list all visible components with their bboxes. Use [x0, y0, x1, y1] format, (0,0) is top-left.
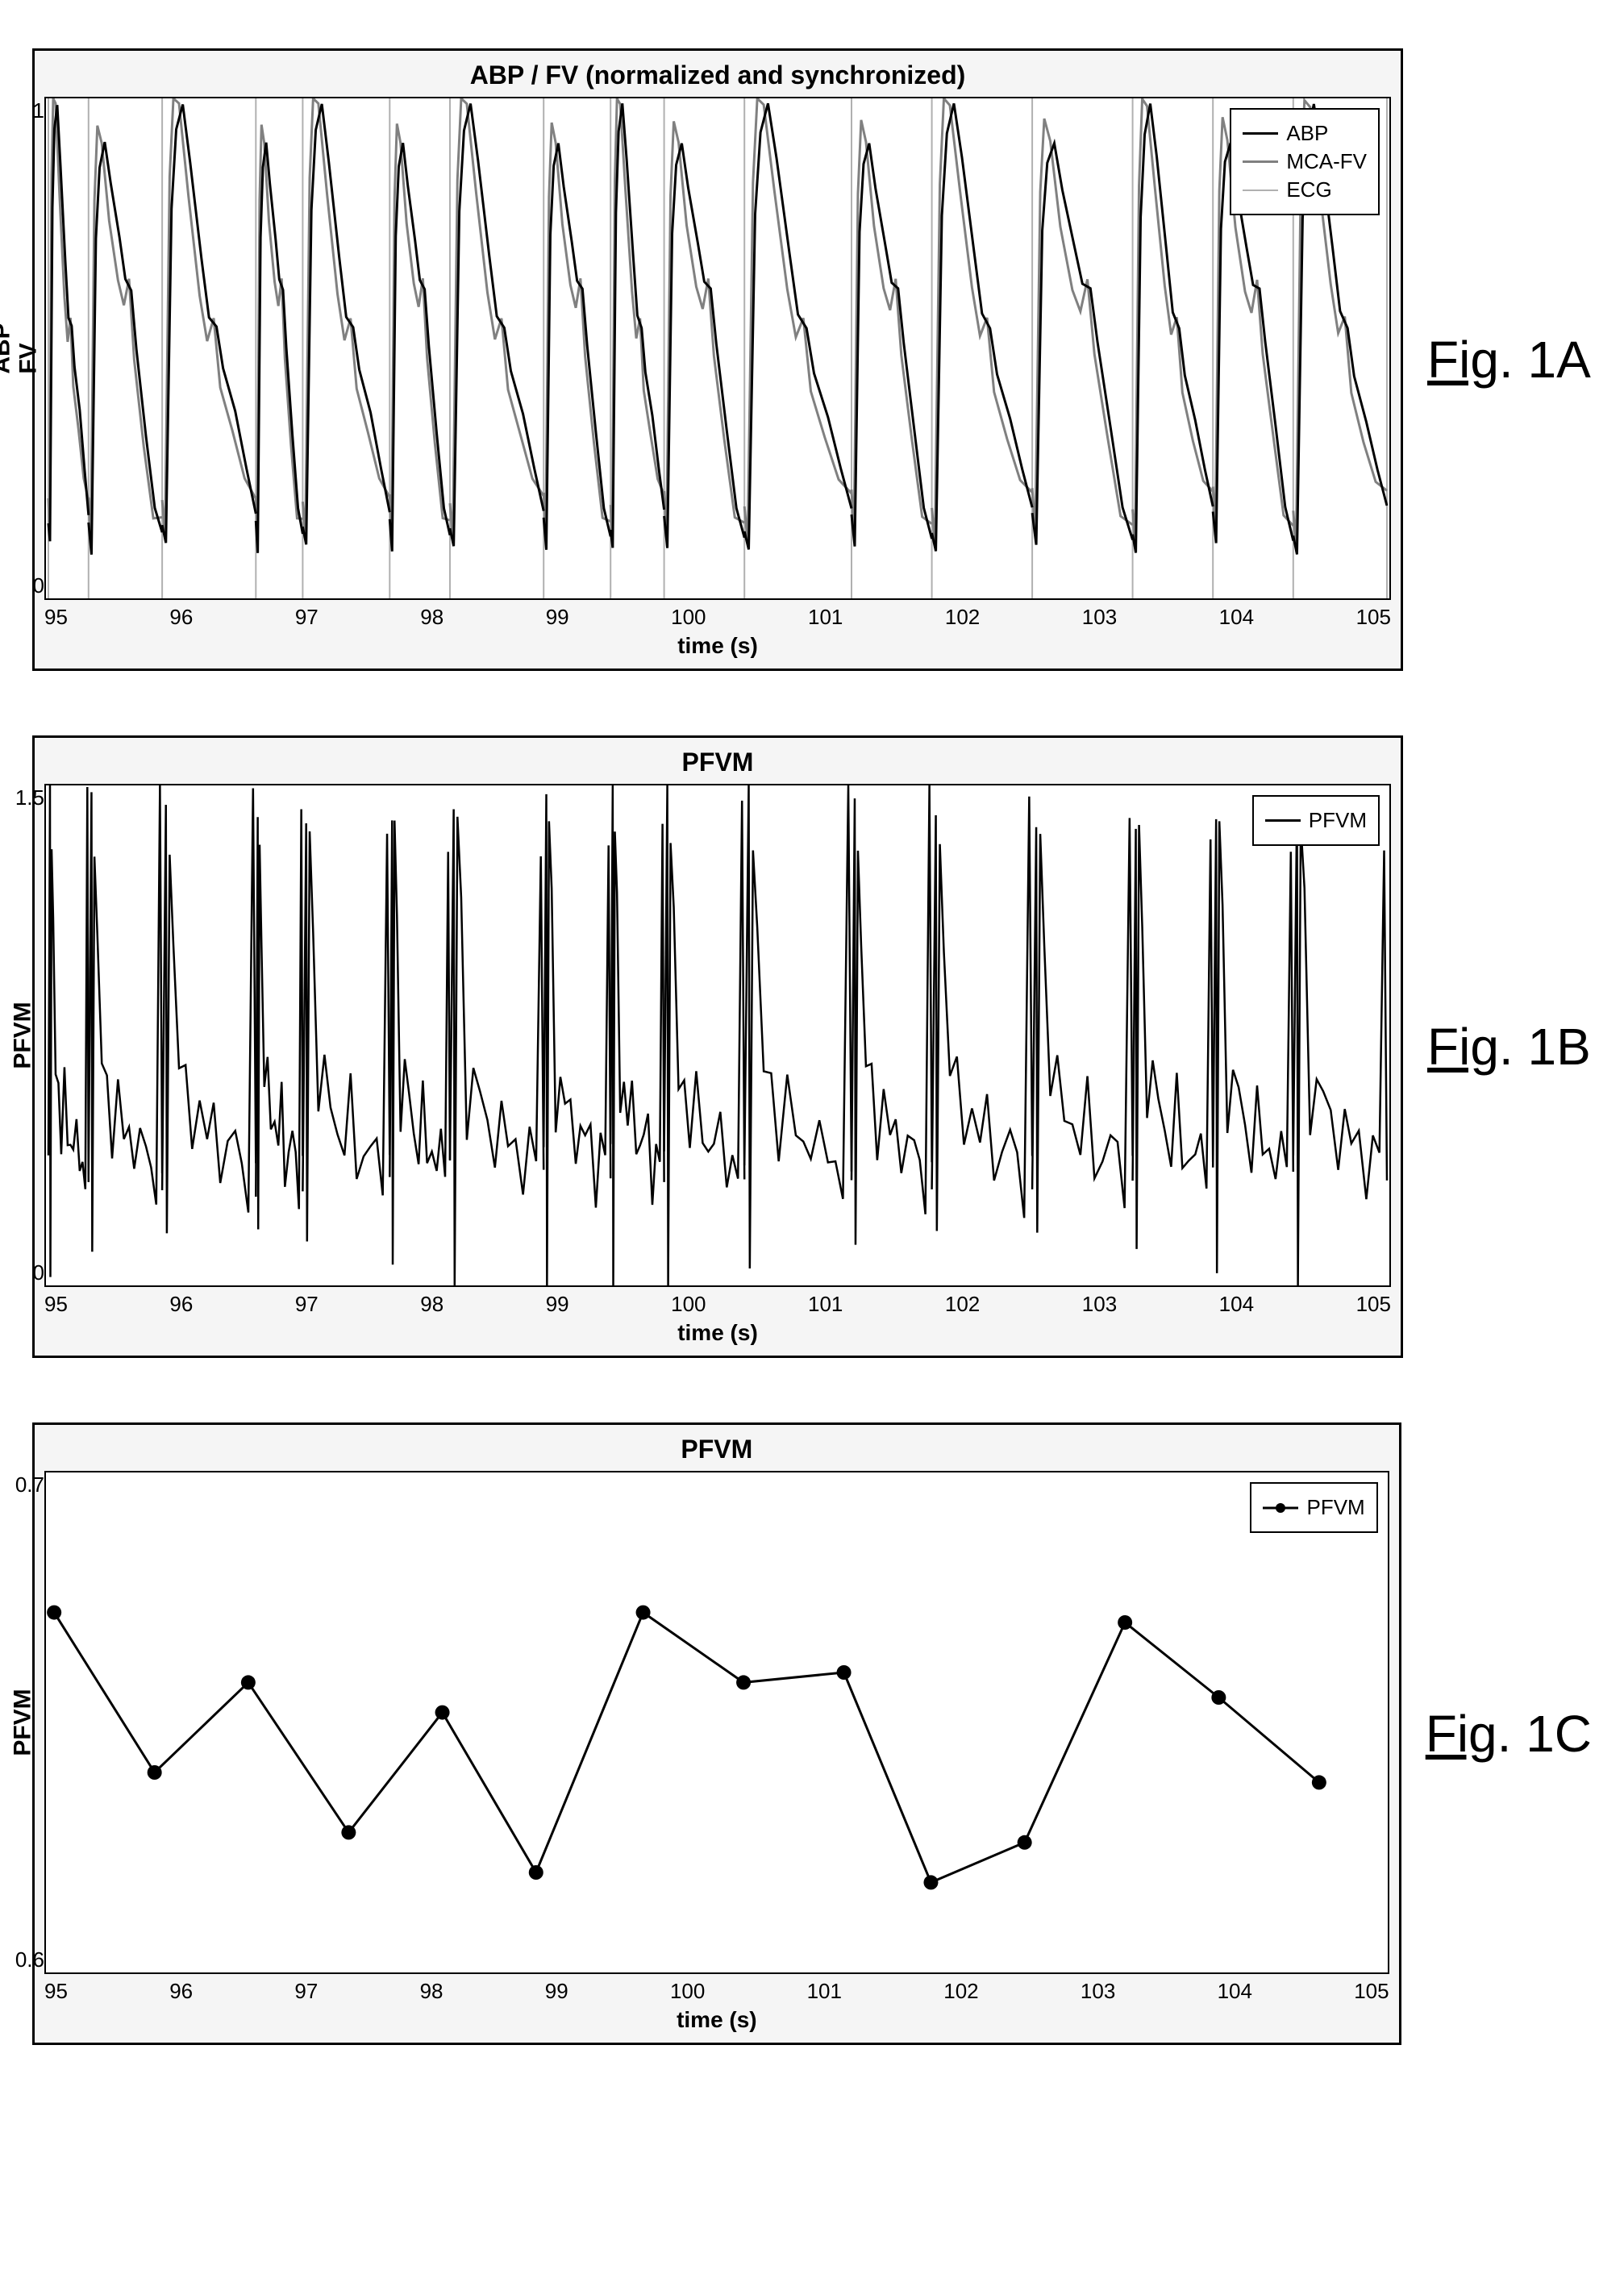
- xtick: 103: [1082, 1292, 1117, 1317]
- xtick: 98: [420, 1979, 443, 2004]
- xtick: 101: [808, 605, 843, 630]
- chart-1c-svg: [46, 1472, 1388, 1972]
- xtick: 98: [420, 1292, 443, 1317]
- panel-fig-1b: PFVM PFVM 1.5 0 PFVM 95 96 97 98 99 100 101 102…: [32, 735, 1592, 1358]
- legend-swatch: [1265, 819, 1301, 822]
- legend-swatch: [1243, 160, 1278, 163]
- xtick: 96: [169, 1292, 193, 1317]
- chart-1b-plot: PFVM 1.5 0 PFVM: [44, 784, 1391, 1287]
- ytick: 0: [33, 573, 44, 598]
- xtick: 105: [1356, 1292, 1391, 1317]
- xtick: 102: [943, 1979, 978, 2004]
- chart-1b-yticks: 1.5 0: [6, 785, 44, 1285]
- xtick: 96: [169, 605, 193, 630]
- xtick: 105: [1356, 605, 1391, 630]
- chart-1a-xlabel: time (s): [44, 633, 1391, 659]
- legend-row: PFVM: [1263, 1495, 1364, 1520]
- xtick: 100: [671, 1292, 706, 1317]
- legend-row: ECG: [1243, 177, 1367, 202]
- legend-label: ABP: [1286, 121, 1328, 146]
- xtick: 102: [945, 1292, 980, 1317]
- legend-label: PFVM: [1309, 808, 1367, 833]
- chart-1a-container: ABP / FV (normalized and synchronized) A…: [32, 48, 1403, 671]
- legend-label: PFVM: [1306, 1495, 1364, 1520]
- ytick: 1: [33, 98, 44, 123]
- legend-label: ECG: [1286, 177, 1331, 202]
- chart-1c-yticks: 0.7 0.6: [6, 1472, 44, 1972]
- xtick: 102: [945, 605, 980, 630]
- chart-1b-container: PFVM PFVM 1.5 0 PFVM 95 96 97 98 99 100 101 102…: [32, 735, 1403, 1358]
- xtick: 100: [670, 1979, 705, 2004]
- xtick: 99: [546, 605, 569, 630]
- xtick: 103: [1081, 1979, 1115, 2004]
- xtick: 99: [545, 1979, 568, 2004]
- xtick: 95: [44, 1979, 68, 2004]
- chart-1c-container: PFVM PFVM 0.7 0.6 PFVM 95 96 97 98 99 100 101 1…: [32, 1422, 1401, 2045]
- legend-row: PFVM: [1265, 808, 1367, 833]
- legend-row: MCA-FV: [1243, 149, 1367, 174]
- chart-1c-xlabel: time (s): [44, 2007, 1389, 2033]
- xtick: 101: [807, 1979, 842, 2004]
- legend-row: ABP: [1243, 121, 1367, 146]
- chart-1a-legend: ABP MCA-FV ECG: [1230, 108, 1380, 215]
- chart-1c-plot: PFVM 0.7 0.6 PFVM: [44, 1471, 1389, 1974]
- figure-label-1a: Fig. 1A: [1427, 330, 1591, 389]
- ytick: 0.6: [15, 1947, 44, 1972]
- chart-1b-svg: [46, 785, 1389, 1285]
- ytick: 0.7: [15, 1472, 44, 1497]
- chart-1a-xaxis: 95 96 97 98 99 100 101 102 103 104 105: [44, 600, 1391, 630]
- legend-swatch: [1263, 1506, 1298, 1509]
- xtick: 105: [1354, 1979, 1389, 2004]
- chart-1a-plot: ABPFV 1 0 ABPMCA-FVECG: [44, 97, 1391, 600]
- chart-1c-xaxis: 95 96 97 98 99 100 101 102 103 104 105: [44, 1974, 1389, 2004]
- figure-label-1b: Fig. 1B: [1427, 1017, 1591, 1077]
- ytick: 1.5: [15, 785, 44, 810]
- xtick: 96: [169, 1979, 193, 2004]
- legend-swatch: [1243, 190, 1278, 191]
- xtick: 95: [44, 605, 68, 630]
- xtick: 103: [1082, 605, 1117, 630]
- xtick: 104: [1218, 1979, 1252, 2004]
- chart-1b-xaxis: 95 96 97 98 99 100 101 102 103 104 105: [44, 1287, 1391, 1317]
- legend-swatch: [1243, 132, 1278, 135]
- xtick: 104: [1219, 1292, 1254, 1317]
- legend-label: MCA-FV: [1286, 149, 1367, 174]
- panel-fig-1c: PFVM PFVM 0.7 0.6 PFVM 95 96 97 98 99 100 101 1…: [32, 1422, 1592, 2045]
- chart-1b-xlabel: time (s): [44, 1320, 1391, 1346]
- xtick: 95: [44, 1292, 68, 1317]
- xtick: 100: [671, 605, 706, 630]
- panel-fig-1a: ABP / FV (normalized and synchronized) A…: [32, 48, 1592, 671]
- chart-1a-svg: [46, 98, 1389, 598]
- xtick: 97: [294, 1979, 318, 2004]
- chart-1b-title: PFVM: [44, 748, 1391, 777]
- ytick: 0: [33, 1260, 44, 1285]
- xtick: 97: [295, 1292, 319, 1317]
- xtick: 97: [295, 605, 319, 630]
- xtick: 98: [420, 605, 443, 630]
- chart-1a-title: ABP / FV (normalized and synchronized): [44, 60, 1391, 90]
- chart-1b-legend: PFVM: [1252, 795, 1380, 846]
- xtick: 101: [808, 1292, 843, 1317]
- chart-1c-legend: PFVM: [1250, 1482, 1377, 1533]
- chart-1c-title: PFVM: [44, 1435, 1389, 1464]
- xtick: 99: [546, 1292, 569, 1317]
- chart-1a-yticks: 1 0: [6, 98, 44, 598]
- xtick: 104: [1219, 605, 1254, 630]
- figure-label-1c: Fig. 1C: [1426, 1704, 1592, 1764]
